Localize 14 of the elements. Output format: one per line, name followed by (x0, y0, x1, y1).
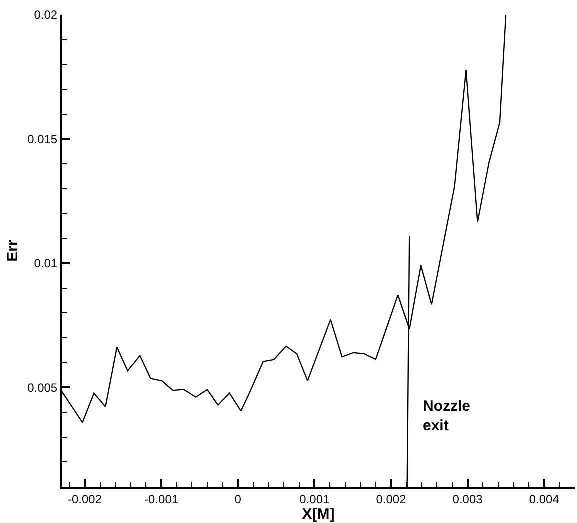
annotation: Nozzle exit (423, 398, 471, 434)
y-tick-label: 0.02 (34, 8, 58, 22)
x-tick-label: 0.002 (376, 492, 407, 506)
x-tick-label: 0.001 (300, 492, 330, 506)
x-tick-label: 0.004 (529, 492, 560, 506)
y-tick-label: 0.01 (34, 256, 58, 271)
x-tick-label: 0 (234, 492, 242, 506)
x-axis-title: X[M] (302, 506, 335, 523)
x-tick-label: -0.001 (144, 492, 179, 506)
y-tick-label: 0.015 (28, 132, 58, 146)
x-tick-label: -0.002 (68, 492, 102, 506)
y-tick-label: 0.005 (28, 380, 58, 395)
x-tick-label: 0.003 (452, 492, 484, 506)
y-axis-title: Err (4, 240, 22, 262)
